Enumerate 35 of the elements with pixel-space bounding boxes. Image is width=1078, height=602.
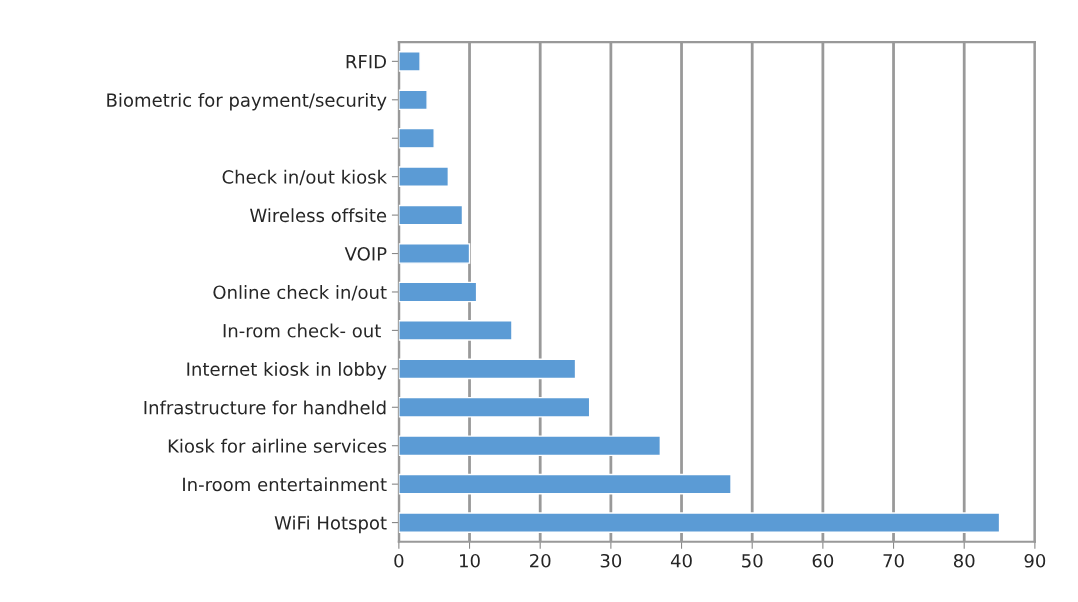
bar [398, 358, 577, 380]
bar [398, 281, 478, 303]
x-tick-label: 80 [953, 553, 975, 568]
y-tick-label: Infrastructure for handheld [144, 400, 386, 415]
bar [398, 127, 435, 149]
y-tick-label: In-rom check- out [223, 323, 381, 338]
x-tick-label: 90 [1024, 553, 1046, 568]
y-tick-label: Check in/out kiosk [222, 169, 388, 186]
y-tick-label: RFID [346, 55, 386, 69]
bar [398, 89, 428, 111]
x-tick-label: 10 [460, 553, 480, 568]
x-tick-label: 30 [600, 553, 622, 568]
bar [398, 166, 450, 187]
x-tick-label: 0 [394, 553, 404, 568]
y-tick-label: Online check in/out [213, 285, 387, 301]
bar [398, 243, 471, 264]
bar [398, 473, 732, 495]
bar [398, 320, 513, 341]
bar [398, 512, 1001, 533]
y-tick-label: In-room entertainment [183, 477, 387, 492]
x-tick-label: 20 [530, 553, 551, 568]
y-tick-label: WiFi Hotspot [274, 515, 387, 534]
y-tick-label: Internet kiosk in lobby [187, 361, 387, 380]
x-tick-label: 40 [670, 553, 692, 568]
x-tick-label: 60 [812, 553, 834, 568]
bar [398, 396, 591, 418]
bar [398, 204, 464, 226]
y-tick-label: VOIP [344, 246, 387, 261]
y-tick-label: Wireless offsite [250, 208, 387, 223]
bar [398, 51, 421, 72]
x-tick-label: 70 [883, 553, 904, 568]
y-tick-label: Kiosk for airline services [168, 438, 387, 453]
bar [398, 435, 662, 457]
x-tick-label: 50 [742, 553, 763, 568]
y-tick-label: Biometric for payment/security [107, 92, 387, 111]
